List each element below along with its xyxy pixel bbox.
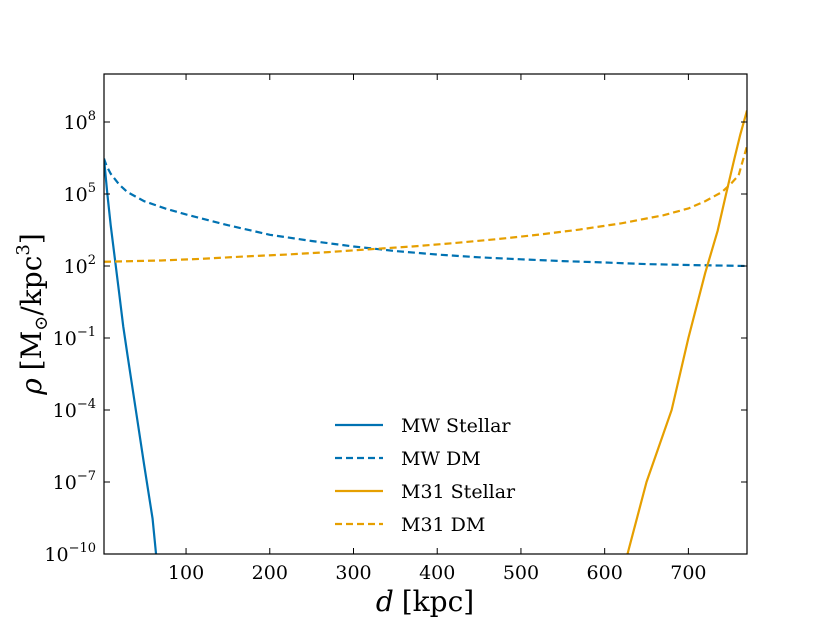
legend-label-0: MW Stellar <box>401 415 511 437</box>
y-axis-label-var: ρ <box>15 378 48 396</box>
x-tick-label: 700 <box>670 562 706 584</box>
x-axis-label-var: d <box>376 585 394 618</box>
series-line-1 <box>104 158 747 268</box>
y-tick-label: 10−7 <box>53 469 96 494</box>
y-tick-label: 105 <box>64 181 96 206</box>
y-axis-label-unit-open: [M <box>15 331 48 371</box>
x-tick-label: 500 <box>503 562 539 584</box>
legend-label-3: M31 DM <box>401 514 485 536</box>
y-tick-label: 10−4 <box>53 397 96 422</box>
x-axis-label: d [kpc] <box>376 585 474 618</box>
y-axis-label: ρ [M⊙/kpc3] <box>13 233 52 396</box>
x-tick-label: 600 <box>587 562 623 584</box>
y-tick-label: 10−10 <box>44 541 96 566</box>
y-tick-label: 10−1 <box>53 325 96 350</box>
y-tick-label: 102 <box>64 253 96 278</box>
y-tick-label: 108 <box>64 109 96 134</box>
series-line-3 <box>104 145 747 263</box>
series-line-2 <box>626 110 747 554</box>
plot-frame <box>103 73 748 555</box>
x-tick-label: 300 <box>335 562 371 584</box>
tick-layer: 100 200 300 400 500 600 700 108 105 102 10−1 10−4 10… <box>44 74 747 584</box>
x-tick-label: 400 <box>419 562 455 584</box>
y-axis-label-unit-per: /kpc <box>15 256 48 316</box>
y-axis-label-unit-sup: 3 <box>13 244 34 255</box>
x-tick-label: 200 <box>252 562 288 584</box>
series-layer <box>104 110 747 554</box>
legend-label-1: MW DM <box>401 448 481 470</box>
y-axis-label-sun-symbol: ⊙ <box>31 316 52 331</box>
x-tick-label: 100 <box>168 562 204 584</box>
series-line-0 <box>104 158 158 554</box>
y-axis-label-unit-end: ] <box>15 233 48 244</box>
legend: MW Stellar MW DM M31 Stellar M31 DM <box>335 415 516 536</box>
x-axis-label-unit: [kpc] <box>402 585 474 618</box>
legend-label-2: M31 Stellar <box>401 481 516 503</box>
